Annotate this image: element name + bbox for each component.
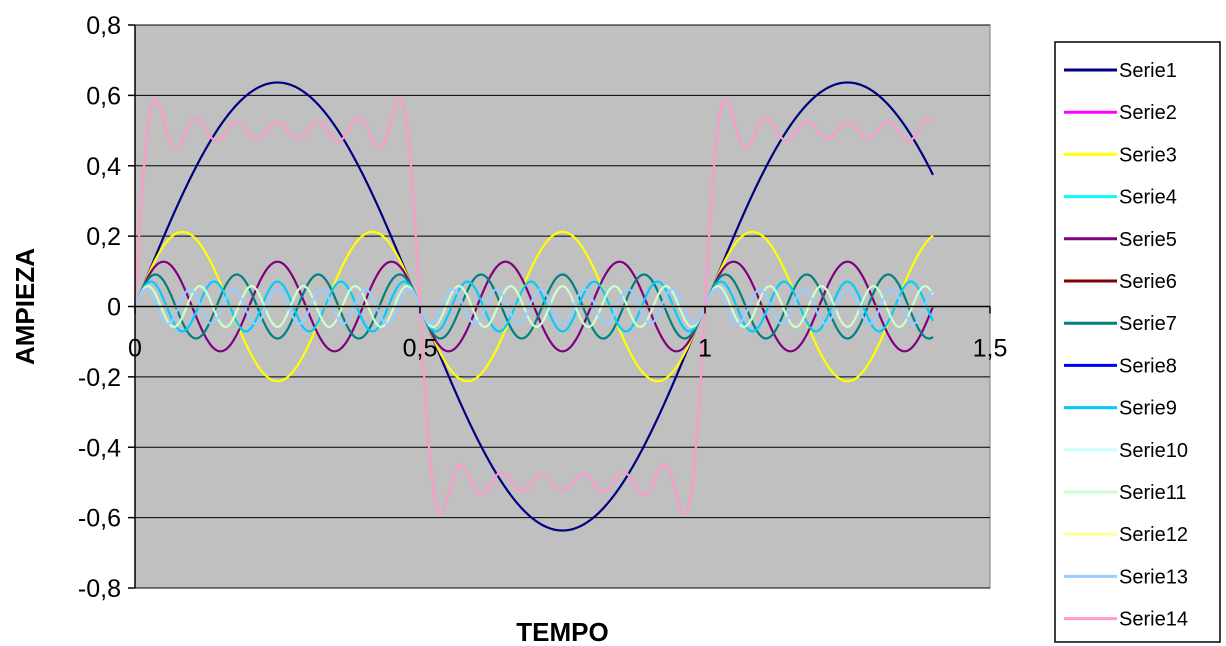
legend-label-serie8: Serie8 — [1119, 355, 1177, 377]
x-tick-label: 1 — [698, 335, 712, 363]
legend: Serie1 Serie2 Serie3 Serie4 Serie5 Serie6 Seri… — [1054, 41, 1221, 643]
axes — [128, 24, 991, 589]
y-tick-label: -0,4 — [78, 434, 121, 462]
y-tick-label: -0,8 — [78, 575, 121, 603]
y-tick-label: 0,6 — [86, 82, 121, 110]
legend-label-serie11: Serie11 — [1119, 482, 1186, 504]
legend-label-serie2: Serie2 — [1119, 102, 1177, 124]
legend-label-serie13: Serie13 — [1119, 566, 1188, 588]
legend-label-serie1: Serie1 — [1119, 60, 1177, 82]
x-tick-label: 0,5 — [403, 335, 438, 363]
legend-label-serie5: Serie5 — [1119, 229, 1177, 251]
x-axis-title: TEMPO — [516, 617, 608, 646]
series-line-serie13 — [133, 288, 934, 325]
y-axis-title: AMPIEZA — [10, 248, 40, 365]
legend-box — [1054, 41, 1221, 643]
legend-label-serie6: Serie6 — [1119, 271, 1177, 293]
legend-label-serie9: Serie9 — [1119, 398, 1177, 420]
y-tick-label: -0,2 — [78, 364, 121, 392]
series-line-serie14 — [133, 97, 934, 516]
series-line-serie1 — [133, 81, 934, 532]
x-tick-label: 0 — [128, 335, 142, 363]
tick-labels: 0,80,60,40,20-0,2-0,4-0,6-0,80 0,5 1 1,5 — [78, 12, 1007, 603]
y-tick-label: 0,8 — [86, 12, 121, 40]
legend-label-serie10: Serie10 — [1119, 440, 1188, 462]
legend-label-serie4: Serie4 — [1119, 187, 1177, 209]
x-tick-label: 1,5 — [973, 335, 1008, 363]
y-tick-label: 0,2 — [86, 223, 121, 251]
series-line-serie11 — [133, 285, 934, 328]
legend-label-serie3: Serie3 — [1119, 144, 1177, 166]
legend-label-serie7: Serie7 — [1119, 313, 1177, 335]
legend-label-serie12: Serie12 — [1119, 524, 1188, 546]
y-tick-label: 0 — [107, 294, 121, 322]
gridlines — [135, 24, 990, 589]
legend-label-serie14: Serie14 — [1119, 609, 1188, 631]
y-tick-label: 0,4 — [86, 153, 121, 181]
y-tick-label: -0,6 — [78, 505, 121, 533]
